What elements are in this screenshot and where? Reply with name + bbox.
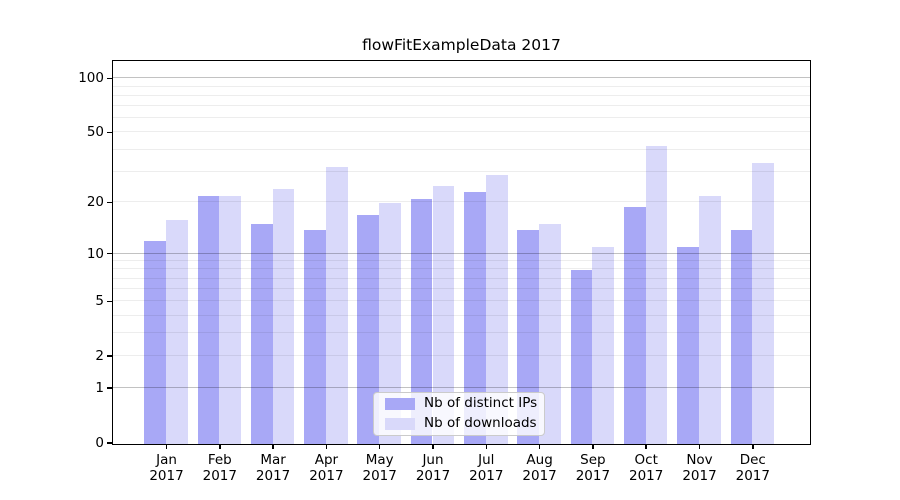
gridline-minor-40 (113, 148, 810, 150)
bar-nb-of-distinct-ips-oct (623, 206, 646, 444)
legend-swatch-downloads (385, 417, 415, 430)
bar-nb-of-distinct-ips-jan (144, 240, 166, 444)
bar-nb-of-distinct-ips-may (357, 215, 380, 444)
bar-nb-of-distinct-ips-feb (197, 195, 220, 444)
x-tick-label-feb: Feb 2017 (202, 451, 237, 485)
bar-nb-of-downloads-mar (272, 189, 295, 444)
x-tick-mark-jun (432, 444, 434, 449)
bar-nb-of-distinct-ips-mar (250, 224, 273, 444)
gridline-minor-60 (113, 117, 810, 119)
bar-nb-of-distinct-ips-jul (464, 192, 486, 444)
x-tick-mark-apr (325, 444, 328, 449)
x-tick-mark-nov (698, 444, 701, 449)
gridline-minor-5 (113, 300, 810, 302)
bar-nb-of-downloads-oct (645, 146, 668, 444)
y-tick-label-2: 2 (95, 348, 104, 365)
gridline-minor-3 (113, 332, 810, 334)
y-tick-label-10: 10 (86, 245, 104, 262)
gridlines-layer (113, 61, 810, 444)
x-tick-mark-jan (165, 444, 168, 449)
bar-nb-of-downloads-jul (485, 174, 508, 444)
legend: Nb of distinct IPs Nb of downloads (373, 391, 545, 436)
y-tick-label-0: 0 (95, 435, 104, 451)
legend-item-distinct-ips: Nb of distinct IPs (385, 395, 544, 413)
bar-nb-of-distinct-ips-aug (517, 229, 540, 444)
x-tick-label-dec: Dec 2017 (735, 451, 770, 485)
bar-nb-of-downloads-aug (539, 224, 561, 444)
legend-label-distinct-ips: Nb of distinct IPs (424, 395, 538, 412)
gridline-minor-7 (113, 277, 810, 279)
x-tick-label-nov: Nov 2017 (682, 451, 717, 485)
legend-swatch-distinct-ips (385, 397, 415, 410)
bar-nb-of-distinct-ips-jun (410, 199, 433, 444)
gridline-minor-20 (113, 201, 810, 203)
gridline-minor-2 (113, 355, 810, 357)
bar-nb-of-distinct-ips-dec (730, 229, 753, 444)
x-tick-mark-may (378, 444, 381, 449)
bar-nb-of-downloads-feb (219, 195, 242, 444)
x-tick-label-jun: Jun 2017 (415, 451, 451, 485)
gridline-minor-80 (113, 94, 810, 96)
y-tick-label-5: 5 (95, 293, 104, 310)
x-tick-label-aug: Aug 2017 (522, 451, 557, 485)
x-tick-mark-oct (645, 444, 647, 449)
x-tick-mark-aug (538, 444, 541, 449)
x-tick-mark-jul (485, 444, 488, 449)
x-tick-mark-mar (272, 444, 274, 449)
bar-nb-of-downloads-jun (432, 186, 455, 444)
bar-nb-of-downloads-jan (166, 219, 188, 444)
x-tick-label-sep: Sep 2017 (575, 451, 611, 485)
gridline-major-10 (113, 252, 810, 254)
legend-item-downloads: Nb of downloads (385, 415, 544, 433)
x-tick-label-mar: Mar 2017 (255, 451, 291, 485)
bar-nb-of-downloads-apr (325, 167, 348, 444)
gridline-minor-8 (113, 268, 810, 270)
gridline-minor-30 (113, 170, 810, 172)
gridline-minor-9 (113, 260, 810, 262)
x-tick-mark-dec (752, 444, 754, 449)
chart-title: flowFitExampleData 2017 (362, 36, 561, 54)
bar-nb-of-distinct-ips-sep (570, 269, 593, 444)
x-tick-label-jan: Jan 2017 (149, 451, 184, 485)
bar-nb-of-distinct-ips-nov (677, 247, 699, 444)
x-tick-label-jul: Jul 2017 (469, 451, 504, 485)
y-tick-label-50: 50 (86, 124, 104, 141)
x-tick-label-apr: Apr 2017 (309, 451, 344, 485)
gridline-major-1 (113, 387, 810, 389)
y-tick-label-1: 1 (95, 380, 104, 397)
bar-nb-of-distinct-ips-apr (304, 229, 326, 444)
gridline-minor-50 (113, 131, 810, 133)
x-tick-mark-feb (219, 444, 221, 449)
gridline-minor-4 (113, 314, 810, 316)
y-tick-label-100: 100 (78, 70, 104, 87)
x-tick-mark-sep (592, 444, 594, 449)
legend-label-downloads: Nb of downloads (424, 415, 537, 432)
x-tick-label-oct: Oct 2017 (629, 451, 664, 485)
plot-area (112, 60, 811, 445)
gridline-major-100 (113, 77, 810, 79)
y-tick-label-20: 20 (86, 194, 104, 211)
x-tick-label-may: May 2017 (362, 451, 397, 485)
gridline-minor-6 (113, 288, 810, 290)
gridline-minor-90 (113, 85, 810, 87)
bar-nb-of-downloads-sep (592, 247, 615, 444)
bars-layer (113, 61, 810, 444)
gridline-minor-70 (113, 105, 810, 107)
bar-nb-of-downloads-may (379, 202, 401, 444)
bar-nb-of-downloads-nov (699, 195, 721, 444)
bar-nb-of-downloads-dec (752, 162, 775, 444)
